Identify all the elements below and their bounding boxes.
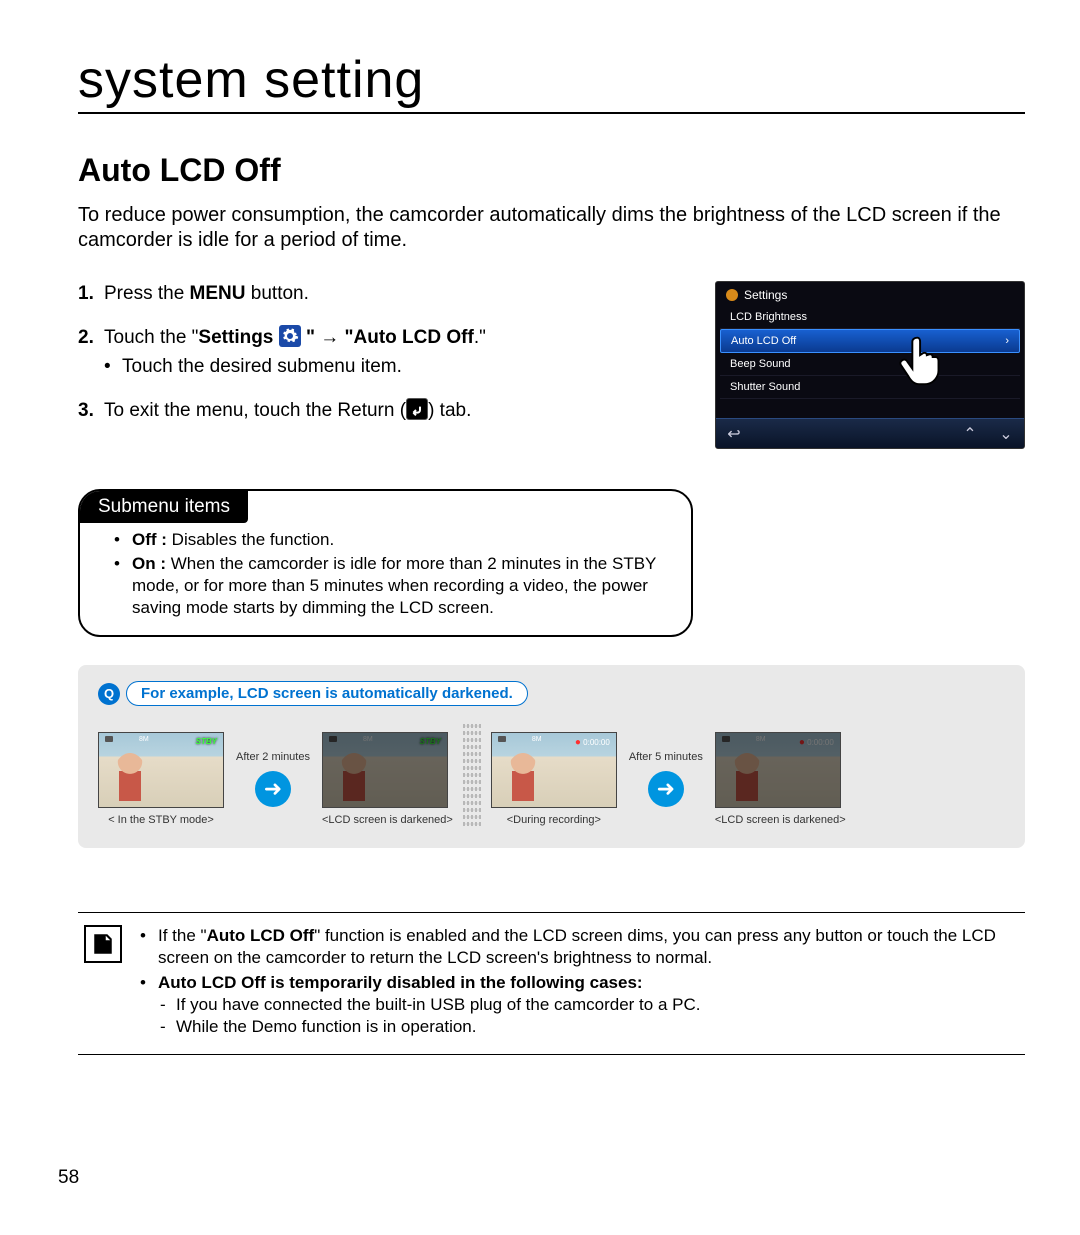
note-2b: While the Demo function is in operation. <box>158 1016 1019 1038</box>
arrow-after-5min: After 5 minutes ➜ <box>617 751 715 807</box>
section-title: Auto LCD Off <box>78 152 1025 189</box>
down-button[interactable]: ⌄ <box>988 419 1024 448</box>
gear-icon <box>279 325 301 347</box>
after-label: After 2 minutes <box>236 751 310 763</box>
submenu-on: On : When the camcorder is idle for more… <box>118 553 669 619</box>
submenu-off: Off : Disables the function. <box>118 529 669 551</box>
up-button[interactable]: ⌃ <box>952 419 988 448</box>
step-2: Touch the "Settings " → "Auto LCD Off." … <box>78 325 687 380</box>
hand-pointer-icon <box>892 328 954 390</box>
page-number: 58 <box>58 1167 79 1189</box>
off-label: Off : <box>132 530 167 549</box>
menu-item-label: Auto LCD Off <box>731 335 796 347</box>
step-2-sub: Touch the desired submenu item. <box>104 354 687 380</box>
device-menu-list: LCD Brightness Auto LCD Off › Beep Sound… <box>716 306 1024 399</box>
divider <box>463 724 481 826</box>
off-text: Disables the function. <box>167 530 334 549</box>
step-text: To exit the menu, touch the Return ( <box>104 400 406 421</box>
caption: <LCD screen is darkened> <box>715 814 846 826</box>
device-screenshot: Settings LCD Brightness Auto LCD Off › B… <box>715 281 1025 449</box>
caption: <LCD screen is darkened> <box>322 814 453 826</box>
step-text: " → " <box>306 327 354 348</box>
step-text: Press the <box>104 283 190 304</box>
step-text: button. <box>246 283 309 304</box>
step-1: Press the MENU button. <box>78 281 687 307</box>
note-2a: If you have connected the built-in USB p… <box>158 994 1019 1016</box>
return-button[interactable]: ↩ <box>716 419 752 448</box>
rec-badge: ● 0:00:00 <box>575 737 610 748</box>
step-text: Touch the " <box>104 327 198 348</box>
on-text: When the camcorder is idle for more than… <box>132 554 656 617</box>
stby-badge: STBY <box>420 737 441 746</box>
return-icon <box>406 398 428 420</box>
caption: <During recording> <box>491 814 617 826</box>
submenu-header: Submenu items <box>80 491 248 523</box>
step-3: To exit the menu, touch the Return ( ) t… <box>78 398 687 424</box>
arrow-right-icon: ➜ <box>255 771 291 807</box>
thumb-stby: 8MSTBY < In the STBY mode> <box>98 732 224 826</box>
after-label: After 5 minutes <box>629 751 703 763</box>
device-footer: ↩ ⌃ ⌄ <box>716 418 1024 448</box>
menu-item-shutter-sound[interactable]: Shutter Sound <box>720 376 1020 399</box>
note-icon <box>84 925 122 963</box>
note-2: Auto LCD Off is temporarily disabled in … <box>140 972 1019 1038</box>
menu-item-beep-sound[interactable]: Beep Sound <box>720 353 1020 376</box>
device-title: Settings <box>744 288 787 302</box>
magnifier-icon: Q <box>98 683 120 705</box>
device-header: Settings <box>716 282 1024 306</box>
on-label: On : <box>132 554 166 573</box>
chevron-right-icon: › <box>1005 335 1009 347</box>
thumb-stby-dark: 8MSTBY <LCD screen is darkened> <box>322 732 453 826</box>
intro-paragraph: To reduce power consumption, the camcord… <box>78 203 1025 253</box>
example-panel: Q For example, LCD screen is automatical… <box>78 665 1025 848</box>
caption: < In the STBY mode> <box>98 814 224 826</box>
menu-label: MENU <box>190 283 246 304</box>
submenu-box: Submenu items Off : Disables the functio… <box>78 489 693 637</box>
stby-badge: STBY <box>196 737 217 746</box>
example-title: For example, LCD screen is automatically… <box>126 681 528 706</box>
thumb-rec-dark: 8M● 0:00:00 <LCD screen is darkened> <box>715 732 846 826</box>
step-text: ) tab. <box>428 400 471 421</box>
rec-badge: ● 0:00:00 <box>799 737 834 748</box>
steps-list: Press the MENU button. Touch the "Settin… <box>78 281 687 424</box>
menu-item-auto-lcd-off[interactable]: Auto LCD Off › <box>720 329 1020 353</box>
arrow-after-2min: After 2 minutes ➜ <box>224 751 322 807</box>
step-text: ." <box>474 327 486 348</box>
thumb-rec: 8M● 0:00:00 <During recording> <box>491 732 617 826</box>
notes-block: If the "Auto LCD Off" function is enable… <box>78 912 1025 1054</box>
note-1: If the "Auto LCD Off" function is enable… <box>140 925 1019 969</box>
arrow-right-icon: ➜ <box>648 771 684 807</box>
auto-lcd-off-label: Auto LCD Off <box>354 327 474 348</box>
menu-item-lcd-brightness[interactable]: LCD Brightness <box>720 306 1020 329</box>
chapter-title: system setting <box>78 50 1025 114</box>
settings-label: Settings <box>198 327 273 348</box>
gear-icon <box>726 289 738 301</box>
